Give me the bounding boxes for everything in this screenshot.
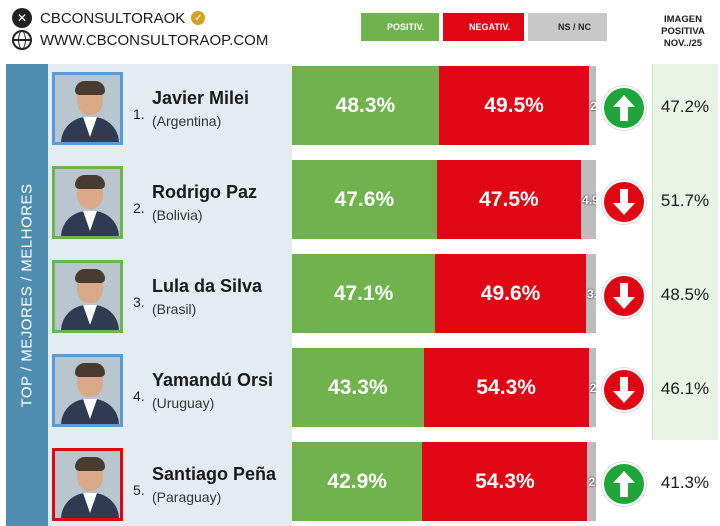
legend-nsnc: NS / NC	[528, 13, 607, 41]
approval-bar: 43.3%54.3%2.4	[292, 348, 596, 427]
bar-nsnc: 2.8	[587, 442, 596, 521]
approval-bar: 47.1%49.6%3.3	[292, 254, 596, 333]
imagen-positiva-value: 51.7%	[660, 191, 710, 210]
imagen-positiva-value: 47.2%	[660, 97, 710, 116]
imagen-header-line-2: POSITIVA	[661, 26, 705, 37]
leader-row: 1. Javier Milei (Argentina) 48.3%49.5%2.2 47…	[0, 64, 720, 150]
legend-negative: NEGATIV.	[443, 13, 524, 41]
leader-name: Rodrigo Paz	[152, 182, 258, 202]
leader-row: 4. Yamandú Orsi (Uruguay) 43.3%54.3%2.4 46.1…	[0, 346, 720, 432]
leader-photo	[52, 354, 123, 427]
bar-negative: 47.5%	[436, 160, 582, 239]
bar-negative: 49.6%	[435, 254, 586, 333]
leader-country: (Paraguay)	[152, 489, 222, 505]
approval-bar: 42.9%54.3%2.8	[292, 442, 596, 521]
photo-hair	[75, 269, 105, 283]
leader-photo	[52, 448, 123, 521]
photo-hair	[75, 81, 105, 95]
side-band	[6, 64, 48, 526]
imagen-positiva-header: IMAGEN POSITIVA NOV../25	[652, 14, 714, 50]
leader-name: Yamandú Orsi	[152, 370, 274, 390]
legend-negative-label: NEGATIV.	[469, 22, 511, 32]
approval-bar: 48.3%49.5%2.2	[292, 66, 596, 145]
leader-name: Lula da Silva	[152, 276, 263, 296]
leader-country: (Argentina)	[152, 113, 222, 129]
imagen-positiva-value: 41.3%	[660, 473, 710, 492]
imagen-positiva-value: 48.5%	[660, 285, 710, 304]
bar-positive: 48.3%	[292, 66, 439, 145]
arrow-up-icon	[602, 462, 646, 506]
photo-hair	[75, 175, 105, 189]
leader-photo	[52, 72, 123, 145]
bar-nsnc: 4.9	[581, 160, 596, 239]
bar-positive: 43.3%	[292, 348, 424, 427]
imagen-column-end	[652, 440, 718, 526]
leader-photo	[52, 260, 123, 333]
leader-row: 3. Lula da Silva (Brasil) 47.1%49.6%3.3 48.5…	[0, 252, 720, 338]
leader-country: (Brasil)	[152, 301, 197, 317]
globe-icon	[12, 30, 32, 50]
bar-negative: 54.3%	[422, 442, 588, 521]
bar-nsnc: 3.3	[585, 254, 596, 333]
leader-rank: 2.	[133, 200, 145, 216]
arrow-down-icon	[602, 368, 646, 412]
leader-photo	[52, 166, 123, 239]
leader-name: Santiago Peña	[152, 464, 277, 484]
leader-rank: 5.	[133, 482, 145, 498]
x-logo-icon: ✕	[12, 8, 32, 28]
imagen-column	[652, 64, 718, 440]
bar-positive: 47.1%	[292, 254, 436, 333]
imagen-header-line-3: NOV../25	[663, 38, 703, 49]
leader-rank: 3.	[133, 294, 145, 310]
imagen-header-line-1: IMAGEN	[664, 14, 702, 25]
leader-country: (Uruguay)	[152, 395, 215, 411]
brand-handle-row: ✕ CBCONSULTORAOK ✓	[12, 7, 206, 29]
bar-positive: 42.9%	[292, 442, 423, 521]
imagen-positiva-value: 46.1%	[660, 379, 710, 398]
legend-nsnc-label: NS / NC	[558, 22, 592, 32]
leader-country: (Bolivia)	[152, 207, 203, 223]
leader-rank: 4.	[133, 388, 145, 404]
arrow-up-icon	[602, 86, 646, 130]
arrow-down-icon	[602, 180, 646, 224]
arrow-down-icon	[602, 274, 646, 318]
verified-badge-icon: ✓	[191, 11, 206, 25]
legend-positive-label: POSITIV.	[387, 22, 425, 32]
approval-bar: 47.6% 47.5% 4.9	[292, 160, 596, 239]
photo-hair	[75, 363, 105, 377]
bar-negative: 54.3%	[423, 348, 589, 427]
leader-name: Javier Milei	[152, 88, 250, 108]
brand-website: WWW.CBCONSULTORAOP.COM	[40, 31, 269, 49]
leader-row: 5. Santiago Peña (Paraguay) 42.9%54.3%2.8 41…	[0, 440, 720, 526]
brand-website-row: WWW.CBCONSULTORAOP.COM	[12, 29, 268, 51]
bar-nsnc: 2.4	[588, 348, 596, 427]
photo-hair	[75, 457, 105, 471]
bar-nsnc: 2.2	[589, 66, 596, 145]
bar-positive: 47.6%	[292, 160, 437, 239]
leader-row: 2. Rodrigo Paz (Bolivia) 47.6% 47.5% 4.9 51.7%	[0, 158, 720, 244]
legend-positive: POSITIV.	[361, 13, 439, 41]
bar-negative: 49.5%	[438, 66, 590, 145]
brand-handle: CBCONSULTORAOK	[40, 9, 186, 27]
leader-rank: 1.	[133, 106, 145, 122]
